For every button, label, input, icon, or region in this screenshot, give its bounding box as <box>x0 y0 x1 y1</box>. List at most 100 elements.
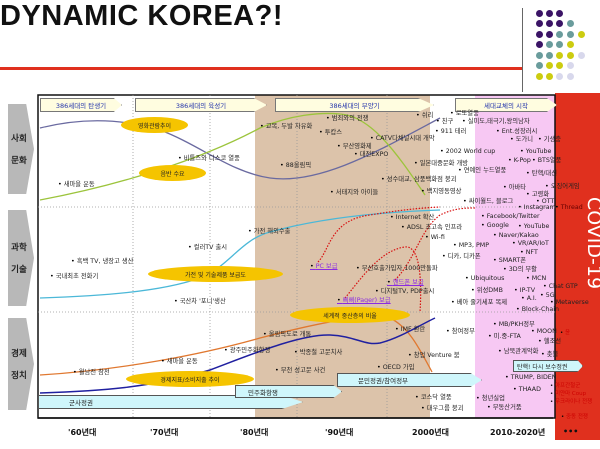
axis-label: '80년대 <box>240 428 269 437</box>
event-item: 비틀즈와 디스코 열풍 <box>178 155 240 163</box>
event-item: 흑백 TV, 냉장고 생산 <box>71 258 134 266</box>
event-item: 실미도,태극기,왕의남자 <box>462 118 530 126</box>
side-label-text: 과학 <box>11 243 27 253</box>
event-item: 연예인 누드열풍 <box>458 167 507 175</box>
event-item: 대전EXPO <box>354 151 389 159</box>
event-item: 헬조선 <box>538 338 561 346</box>
era-header: 386세대의 부양기 <box>275 98 434 112</box>
event-item: Facebook/Twitter <box>481 213 540 221</box>
middle-class-curve <box>39 315 433 376</box>
event-item: 창업 Venture 붐 <box>408 352 460 360</box>
event-item: 부천 성고문 사건 <box>275 367 326 375</box>
event-item: 국산차 '포니'생산 <box>174 298 226 306</box>
event-item: BTS열풍 <box>532 157 562 165</box>
event-item: 국내최초 전화기 <box>50 273 99 281</box>
event-item: IP-TV <box>514 287 535 295</box>
event-item: 새마을 운동 <box>161 358 198 366</box>
event-item: 88올림픽 <box>280 162 311 170</box>
event-item: Thread <box>555 204 583 212</box>
event-item: Internet 확산 <box>390 214 435 222</box>
event-item: Block-Chain <box>516 306 559 314</box>
tech-curve <box>39 209 441 299</box>
event-item: 올림픽도로 개통 <box>263 331 312 339</box>
side-label-text: 기술 <box>11 265 27 275</box>
event-item: 친구 <box>436 118 454 126</box>
event-item: SMART폰 <box>493 257 526 265</box>
title-divider <box>522 8 523 92</box>
event-item: 가전 해외수출 <box>248 228 291 236</box>
regime-banner: 탄핵! 다시 보수정권 <box>513 360 583 372</box>
event-item: 새마을 운동 <box>58 181 95 189</box>
regime-banner: 민주화항쟁 <box>235 385 342 398</box>
trend-ellipse: 가전 및 기술제품 보급도 <box>148 266 283 282</box>
event-item: 촛불 <box>541 351 559 359</box>
event-item: Google <box>481 222 509 230</box>
event-item: 참여정부 <box>446 328 475 336</box>
event-item: 대우그룹 붕괴 <box>421 405 464 413</box>
regime-banner: 문민정권/참여정부 <box>337 373 482 387</box>
event-item: 백지영동영상 <box>421 188 462 196</box>
event-item: 로또열풍 <box>450 110 479 118</box>
era-header: 세대교체의 시작 <box>455 98 557 112</box>
event-item: TRUMP, BIDEN <box>505 374 557 382</box>
event-item: Wi-fi <box>425 234 445 242</box>
event-item-red: 윤 <box>560 329 570 337</box>
event-item: 디지털TV, PDP출시 <box>375 288 435 296</box>
event-item: CATV다채널시대 개막 <box>370 135 435 143</box>
trend-ellipse: 세계적 중산층의 비율 <box>290 307 410 323</box>
phone-arrow <box>394 207 476 281</box>
event-item: 위성DMB <box>471 287 503 295</box>
event-item: 디카, 디카폰 <box>442 253 481 261</box>
event-item: 기생충 <box>538 136 561 144</box>
trend-ellipse: 음반 수요 <box>139 165 206 181</box>
event-item: 2002 World cup <box>440 148 496 156</box>
event-item: VR/AR/IoT <box>512 240 549 248</box>
event-item: THAAD <box>513 386 541 394</box>
slide-title: DYNAMIC KOREA?! <box>0 0 283 32</box>
axis-label: '70년대 <box>150 428 179 437</box>
title-underline <box>0 67 522 70</box>
event-item: 미.중-FTA <box>488 333 521 341</box>
event-item-red: 우크라이나 전쟁 <box>550 398 595 406</box>
event-item: 성수대교, 삼풍백화점 붕괴 <box>381 176 457 184</box>
pc-arrow <box>317 206 441 263</box>
regime-banner: 군사정권 <box>38 395 303 409</box>
event-item: 교복, 두발 자유화 <box>260 123 313 131</box>
event-item: 5G <box>540 292 555 300</box>
phone-link[interactable]: 핸드폰 보급 <box>387 279 424 287</box>
event-item: YouTube <box>520 148 552 156</box>
axis-label: 2010-2020년 <box>490 428 546 437</box>
event-item: MB/PKH정부 <box>493 321 535 329</box>
era-header: 386세대의 탄생기 <box>40 98 122 112</box>
event-item: Instagram <box>518 204 556 212</box>
event-item: 고령화 <box>526 191 549 199</box>
event-item: NFT <box>520 249 538 257</box>
pc-link[interactable]: PC 보급 <box>310 263 338 271</box>
event-item: 일본대중문화 개방 <box>414 160 468 168</box>
event-item: 남북관계악화 <box>498 348 539 356</box>
pager-link[interactable]: 삐삐(Pager) 보급 <box>337 297 391 305</box>
event-item: Ubiquitous <box>465 275 505 283</box>
event-item: OECD 가입 <box>377 364 415 372</box>
event-item: Chat GTP <box>543 283 578 291</box>
event-item: 무선호출가입자 1000만돌파 <box>356 265 438 273</box>
side-label-text: 경제 <box>11 349 27 359</box>
event-item: 범죄와의 전쟁 <box>326 115 369 123</box>
event-item: A.I. <box>521 295 537 303</box>
axis-label: ••• <box>563 427 579 436</box>
era-header: 386세대의 육성기 <box>135 98 267 112</box>
axis-label: '60년대 <box>68 428 97 437</box>
event-item: YouTube <box>518 223 550 231</box>
trend-ellipse: 영화관람추이 <box>121 117 188 133</box>
axis-label: 2000년대 <box>412 428 449 437</box>
event-item-red: 아프간철군 <box>550 382 580 390</box>
event-item: 싸이월드, 블로그 <box>463 198 514 206</box>
event-item: Ent.성장러시 <box>496 128 538 136</box>
event-item: ADSL 초고속 인프라 <box>401 224 462 232</box>
event-item: 청년실업 <box>476 395 505 403</box>
event-item-red: 중동 전쟁 <box>561 413 588 421</box>
event-item: 911 테러 <box>435 128 467 136</box>
side-label-text: 문화 <box>11 156 27 166</box>
event-item: 탄핵/대선 <box>526 170 557 178</box>
event-item: 부산영화제 <box>337 143 372 151</box>
